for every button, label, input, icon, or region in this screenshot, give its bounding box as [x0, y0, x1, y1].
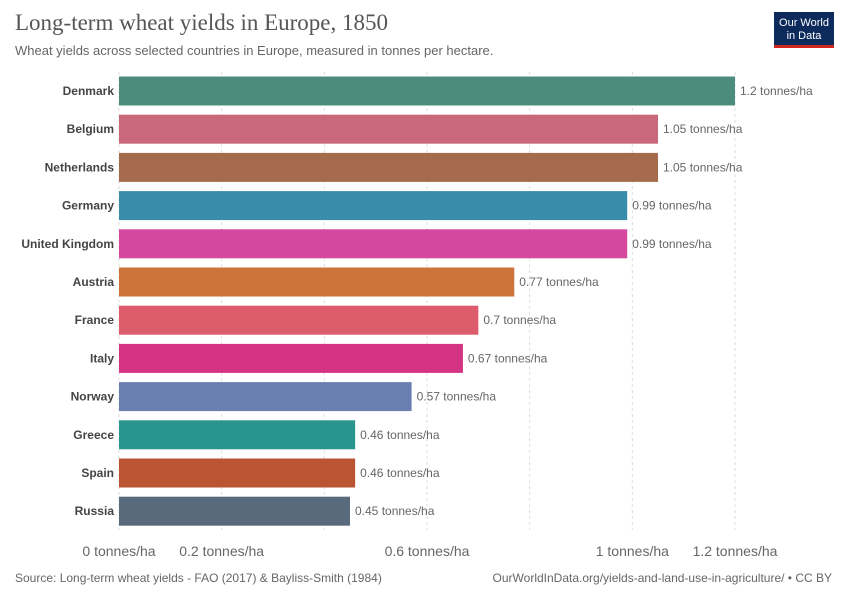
bar — [119, 343, 463, 373]
category-label: Belgium — [67, 122, 114, 136]
bar — [119, 229, 628, 259]
category-label: Germany — [62, 199, 114, 213]
value-label: 0.99 tonnes/ha — [632, 237, 712, 251]
value-label: 0.67 tonnes/ha — [468, 351, 548, 365]
logo-line-2: in Data — [786, 30, 822, 42]
x-tick-label: 0.2 tonnes/ha — [179, 543, 264, 559]
bar — [119, 152, 658, 182]
category-label: France — [75, 313, 115, 327]
category-label: Greece — [73, 428, 114, 442]
logo-line-1: Our World — [779, 17, 829, 29]
category-label: Spain — [81, 466, 114, 480]
bar — [119, 458, 356, 488]
category-label: Austria — [73, 275, 115, 289]
x-tick-label: 1 tonnes/ha — [596, 543, 669, 559]
bar — [119, 191, 628, 221]
source-note[interactable]: Source: Long-term wheat yields - FAO (20… — [15, 571, 382, 585]
category-label: Denmark — [63, 84, 115, 98]
value-label: 0.46 tonnes/ha — [360, 466, 440, 480]
bar — [119, 267, 515, 297]
value-label: 0.45 tonnes/ha — [355, 504, 435, 518]
value-label: 0.57 tonnes/ha — [417, 390, 497, 404]
x-tick-label: 0.6 tonnes/ha — [385, 543, 470, 559]
owid-logo[interactable]: Our World in Data — [774, 12, 834, 48]
owid-url-link[interactable]: OurWorldInData.org/yields-and-land-use-i… — [492, 571, 832, 585]
x-tick-label: 1.2 tonnes/ha — [693, 543, 778, 559]
bar — [119, 76, 735, 106]
chart-title: Long-term wheat yields in Europe, 1850 — [15, 10, 389, 35]
value-label: 0.46 tonnes/ha — [360, 428, 440, 442]
bar — [119, 496, 350, 526]
value-label: 0.7 tonnes/ha — [483, 313, 556, 327]
value-label: 0.99 tonnes/ha — [632, 199, 712, 213]
category-label: United Kingdom — [21, 237, 114, 251]
bar — [119, 382, 412, 412]
value-label: 1.05 tonnes/ha — [663, 160, 743, 174]
category-label: Russia — [75, 504, 115, 518]
bar — [119, 305, 479, 335]
bar — [119, 420, 356, 450]
value-label: 1.05 tonnes/ha — [663, 122, 743, 136]
x-tick-label: 0 tonnes/ha — [82, 543, 155, 559]
category-label: Netherlands — [45, 160, 115, 174]
category-label: Italy — [90, 351, 114, 365]
value-label: 1.2 tonnes/ha — [740, 84, 813, 98]
chart-subtitle: Wheat yields across selected countries i… — [15, 43, 494, 58]
value-label: 0.77 tonnes/ha — [519, 275, 599, 289]
category-label: Norway — [71, 390, 115, 404]
bar — [119, 114, 658, 144]
